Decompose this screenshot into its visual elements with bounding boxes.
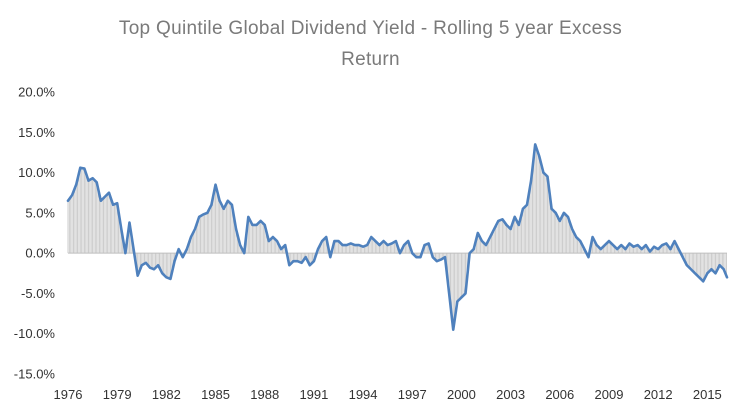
chart-title-line-2: Return [341, 49, 400, 70]
series-line-layer [66, 143, 729, 331]
series-line [66, 143, 729, 331]
x-tick-labels: 1976 1979 1982 1985 1988 1991 1994 1997 2000 2003… [54, 387, 722, 402]
y-tick-label: 5.0% [25, 205, 55, 220]
x-tick-label: 1979 [103, 387, 132, 402]
x-tick-label: 2015 [693, 387, 722, 402]
y-tick-labels: -15.0% -10.0% -5.0% 0.0% 5.0% 10.0% 15.0% 20.0% [14, 85, 56, 382]
y-tick-label: 10.0% [18, 165, 55, 180]
y-tick-label: 0.0% [25, 246, 55, 261]
x-tick-label: 2006 [545, 387, 574, 402]
x-tick-label: 1991 [299, 387, 328, 402]
x-tick-label: 2003 [496, 387, 525, 402]
y-tick-label: -15.0% [14, 367, 56, 382]
y-tick-label: -10.0% [14, 326, 56, 341]
y-tick-label: 15.0% [18, 125, 55, 140]
x-tick-label: 1997 [398, 387, 427, 402]
chart-title-line-1: Top Quintile Global Dividend Yield - Rol… [119, 18, 622, 39]
area-fill-layer [67, 144, 727, 330]
x-tick-label: 2000 [447, 387, 476, 402]
x-tick-label: 1994 [349, 387, 378, 402]
x-tick-label: 2012 [644, 387, 673, 402]
x-tick-label: 1988 [250, 387, 279, 402]
x-tick-label: 2009 [595, 387, 624, 402]
y-tick-label: 20.0% [18, 85, 55, 100]
x-tick-label: 1982 [152, 387, 181, 402]
y-tick-label: -5.0% [21, 286, 55, 301]
x-tick-label: 1976 [54, 387, 83, 402]
x-tick-label: 1985 [201, 387, 230, 402]
